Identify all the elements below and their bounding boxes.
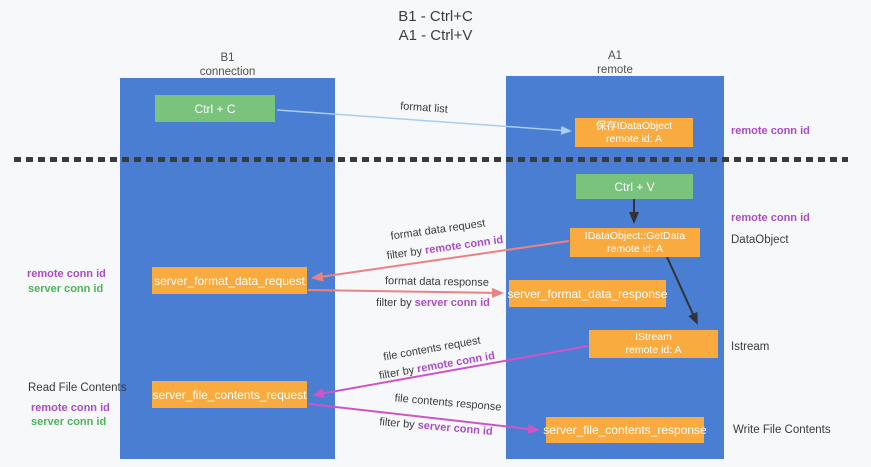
save-idataobject-line2: remote id: A [605, 132, 663, 145]
filter-key-server-conn-id: server conn id [414, 297, 490, 309]
left-format-remote-conn-id: remote conn id [27, 268, 106, 280]
istream-line1: IStream [635, 331, 672, 343]
lane-b1-name: B1 [220, 52, 235, 64]
edge-label-file-contents-response: file contents response [394, 392, 502, 414]
getdata-line2: remote id: A [606, 242, 664, 255]
lane-a1-subtitle: remote [597, 64, 633, 76]
server-format-data-response-label: server_format_data_response [507, 286, 668, 301]
read-file-contents-label: Read File Contents [28, 382, 127, 394]
lane-header-a1: A1 remote [506, 49, 724, 77]
node-server-file-contents-request: server_file_contents_request [152, 381, 307, 408]
edge-label-format-list: format list [399, 100, 449, 116]
right-top-remote-conn-id: remote conn id [731, 125, 810, 137]
filter-key-server-conn-id: server conn id [417, 419, 494, 438]
right-paste-remote-conn-id: remote conn id [731, 212, 810, 224]
filter-prefix: filter by [378, 416, 419, 432]
node-idataobject-getdata: IDataObject::GetData remote id: A [570, 228, 700, 257]
session-divider-dashed-line [14, 157, 848, 162]
getdata-line1: IDataObject::GetData [584, 229, 686, 242]
title-line-2: A1 - Ctrl+V [398, 27, 473, 44]
dataobject-label: DataObject [731, 234, 789, 246]
diagram-title: B1 - Ctrl+C A1 - Ctrl+V [0, 7, 871, 45]
title-line-1: B1 - Ctrl+C [398, 8, 473, 25]
arrow-format-data-response [307, 287, 504, 298]
filter-prefix: filter by [376, 297, 415, 309]
write-file-contents-label: Write File Contents [733, 424, 831, 436]
filter-prefix: filter by [386, 244, 426, 263]
left-file-remote-conn-id: remote conn id [31, 402, 110, 414]
istream-line2: remote id: A [625, 344, 682, 356]
left-file-server-conn-id: server conn id [31, 416, 107, 428]
node-save-idataobject: 保存IDataObject remote id: A [575, 118, 693, 147]
lane-header-b1: B1 connection [120, 51, 335, 79]
edge-label-file-contents-response-filter: filter by server conn id [379, 416, 493, 438]
left-format-server-conn-id: server conn id [28, 283, 104, 295]
save-idataobject-line1: 保存IDataObject [595, 119, 673, 132]
filter-key-remote-conn-id: remote conn id [424, 233, 504, 257]
server-file-contents-response-label: server_file_contents_response [543, 423, 707, 437]
node-ctrl-c: Ctrl + C [155, 95, 275, 122]
server-format-data-request-label: server_format_data_request [154, 273, 305, 288]
node-server-format-data-request: server_format_data_request [152, 267, 307, 294]
lane-a1-name: A1 [607, 50, 623, 62]
ctrl-c-label: Ctrl + C [194, 101, 236, 116]
edge-label-format-data-response: format data response [384, 275, 490, 289]
node-istream: IStream remote id: A [589, 330, 718, 358]
edge-label-format-data-response-filter: filter by server conn id [376, 297, 490, 309]
ctrl-v-label: Ctrl + V [614, 179, 655, 194]
node-ctrl-v: Ctrl + V [576, 174, 693, 199]
lane-b1-subtitle: connection [199, 66, 256, 78]
server-file-contents-request-label: server_file_contents_request [152, 387, 307, 402]
node-server-format-data-response: server_format_data_response [507, 280, 668, 307]
filter-prefix: filter by [378, 363, 419, 383]
node-server-file-contents-response: server_file_contents_response [543, 417, 707, 443]
istream-row-label: Istream [731, 341, 770, 353]
